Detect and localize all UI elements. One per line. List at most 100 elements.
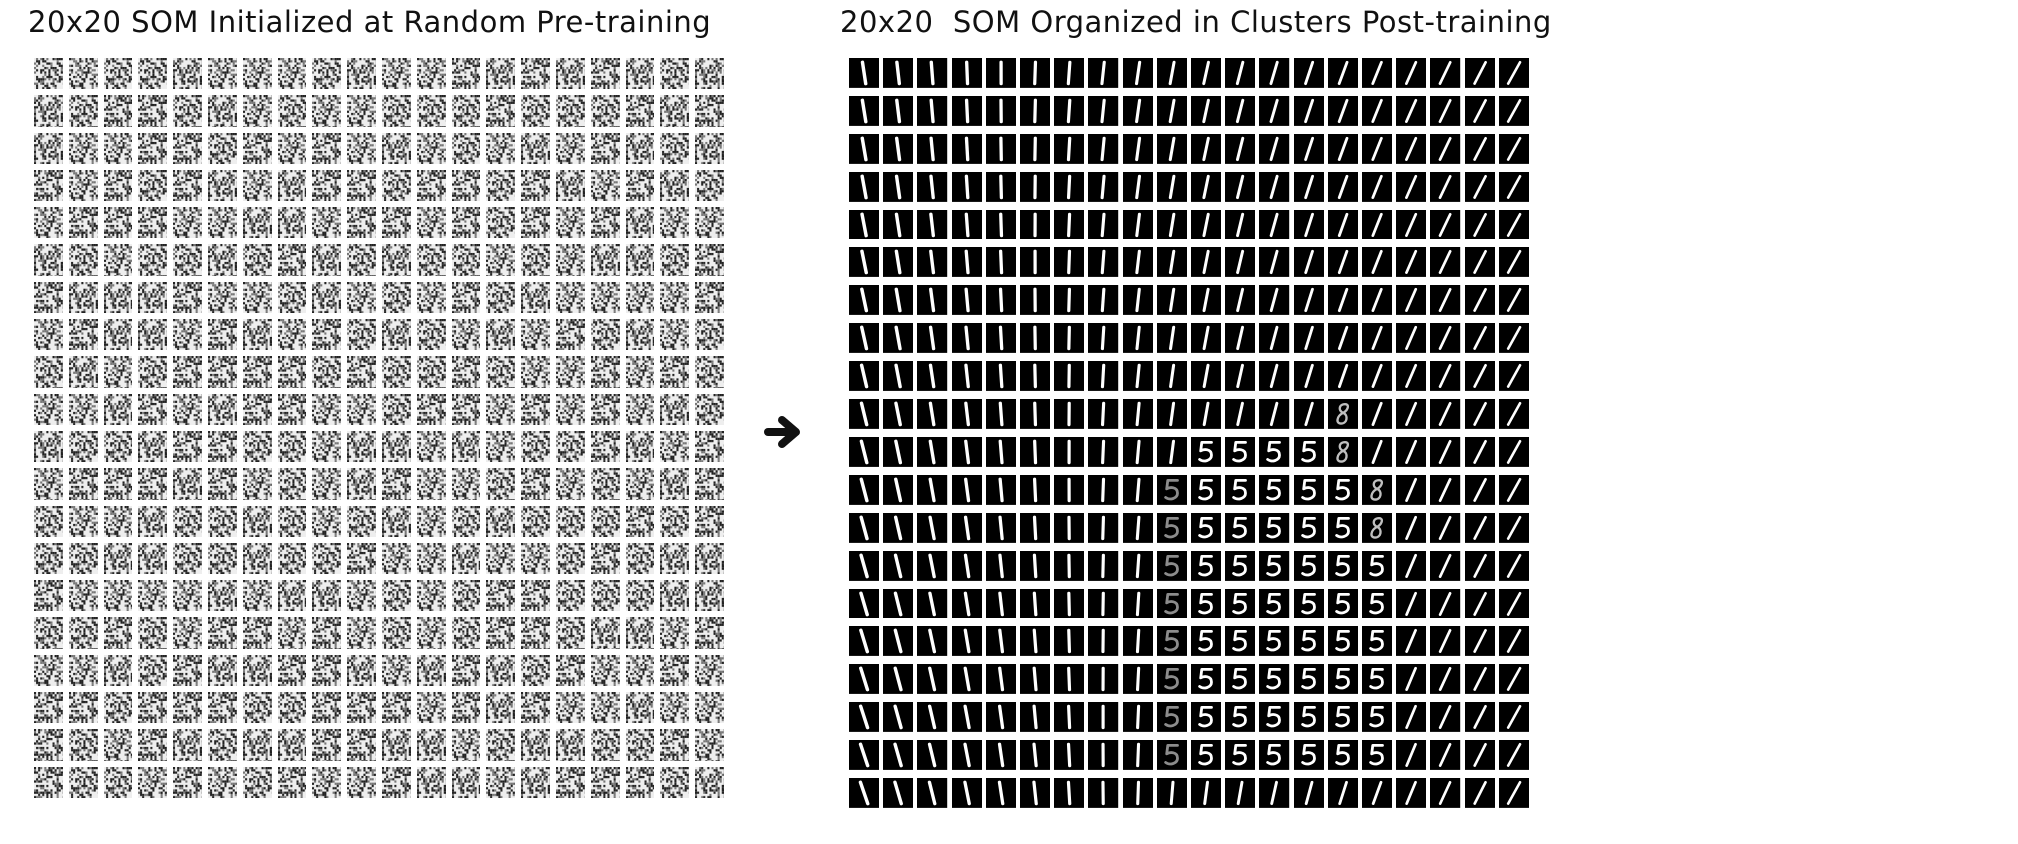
som-node-random (451, 95, 481, 127)
som-node-random (521, 766, 550, 798)
som-node-random (207, 207, 237, 239)
noise-image (138, 468, 168, 500)
som-node-random (103, 281, 133, 314)
digit-1-image (1259, 58, 1290, 88)
digit-1-image (1464, 626, 1495, 657)
som-node-random (34, 393, 63, 425)
som-node-trained (1054, 436, 1085, 467)
som-node-random (34, 430, 63, 463)
noise-image (555, 393, 585, 425)
noise-image (347, 692, 376, 724)
noise-image (555, 430, 585, 463)
som-node-trained (1362, 474, 1393, 505)
digit-5-image (1225, 702, 1256, 733)
noise-image (173, 542, 202, 575)
noise-image (486, 468, 516, 500)
som-node-random (555, 505, 585, 537)
som-node-trained (985, 399, 1016, 429)
som-node-random (347, 692, 376, 724)
som-node-trained (1225, 247, 1256, 278)
som-node-trained (883, 778, 914, 808)
noise-image (590, 95, 620, 127)
som-node-trained (1191, 247, 1222, 278)
som-node-random (103, 654, 133, 687)
noise-image (521, 207, 550, 239)
som-node-random (521, 505, 550, 537)
som-node-trained (1054, 550, 1085, 581)
noise-image (416, 580, 446, 612)
som-node-random (277, 132, 307, 164)
som-node-trained (1396, 664, 1427, 695)
digit-1-image (1054, 247, 1085, 278)
noise-image (34, 281, 63, 314)
digit-1-image (1122, 399, 1153, 429)
som-node-random (660, 580, 690, 612)
digit-5-image (1259, 550, 1290, 581)
noise-image (347, 654, 376, 687)
noise-image (625, 654, 655, 687)
noise-image (695, 207, 724, 239)
digit-1-image (1088, 550, 1119, 581)
som-node-random (416, 692, 446, 724)
noise-image (451, 244, 481, 276)
som-node-trained (883, 95, 914, 126)
som-node-trained (1054, 361, 1085, 392)
digit-1-image (1362, 285, 1393, 316)
som-node-random (242, 766, 272, 798)
som-node-trained (1225, 664, 1256, 695)
digit-1-image (1327, 247, 1358, 278)
som-node-random (416, 95, 446, 127)
digit-1-image (1122, 95, 1153, 126)
noise-image (381, 766, 411, 798)
digit-1-image (1088, 361, 1119, 392)
som-node-trained (1259, 778, 1290, 808)
som-node-random (486, 244, 516, 276)
digit-5-image (1225, 588, 1256, 619)
som-node-random (486, 58, 516, 90)
noise-image (138, 580, 168, 612)
som-node-random (590, 542, 620, 575)
digit-1-image (883, 588, 914, 619)
digit-1-image (1088, 133, 1119, 164)
digit-1-image (1464, 778, 1495, 808)
som-node-trained (1464, 285, 1495, 316)
digit-5-image (1225, 436, 1256, 467)
som-node-trained (883, 399, 914, 429)
digit-1-image (849, 664, 880, 695)
digit-1-image (1396, 171, 1427, 202)
noise-image (103, 617, 133, 649)
som-node-random (521, 468, 550, 500)
noise-image (173, 617, 202, 649)
som-node-random (68, 729, 98, 761)
digit-5-image (1259, 474, 1290, 505)
som-node-trained (1362, 323, 1393, 354)
som-node-trained (1020, 740, 1051, 771)
digit-5-image (1327, 588, 1358, 619)
som-node-random (277, 692, 307, 724)
digit-1-image (883, 133, 914, 164)
som-node-trained (1327, 436, 1358, 467)
som-node-trained (1225, 550, 1256, 581)
som-node-random (381, 58, 411, 90)
som-node-random (138, 654, 168, 687)
digit-1-image (1088, 512, 1119, 543)
digit-5-image (1293, 626, 1324, 657)
noise-image (381, 654, 411, 687)
digit-1-image (1430, 512, 1461, 543)
som-node-trained (951, 361, 982, 392)
som-node-trained (1259, 247, 1290, 278)
noise-image (34, 244, 63, 276)
noise-image (277, 580, 307, 612)
som-node-random (381, 169, 411, 202)
som-node-trained (1191, 664, 1222, 695)
noise-image (103, 207, 133, 239)
noise-image (555, 356, 585, 388)
som-node-random (173, 319, 202, 351)
som-node-trained (1430, 247, 1461, 278)
digit-1-image (951, 436, 982, 467)
som-node-random (486, 95, 516, 127)
noise-image (695, 468, 724, 500)
som-node-trained (1020, 626, 1051, 657)
noise-image (590, 542, 620, 575)
som-node-random (242, 430, 272, 463)
